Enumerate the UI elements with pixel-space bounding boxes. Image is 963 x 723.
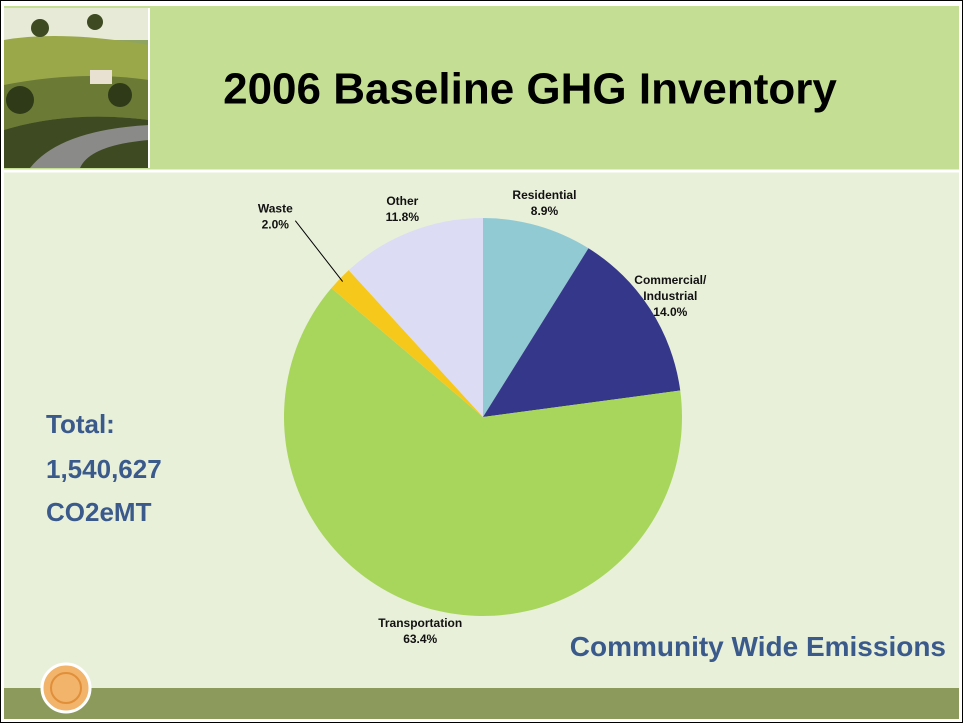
slice-label: Residential 8.9% <box>512 188 576 218</box>
footer-band <box>4 688 959 719</box>
slice-label: Transportation 63.4% <box>378 616 462 646</box>
slice-label: Commercial/Industrial 14.0% <box>634 273 707 319</box>
total-value: 1,540,627 <box>46 454 162 484</box>
pie-slice <box>283 288 682 616</box>
pie-slice <box>348 218 483 417</box>
category-label: Transportation <box>378 616 462 630</box>
pie-slice <box>331 270 483 417</box>
value-label: 11.8% <box>386 210 420 224</box>
pie-slice <box>483 248 681 417</box>
header-photo <box>4 8 149 168</box>
category-label: Other <box>386 194 418 208</box>
pie-slice <box>483 218 589 417</box>
category-label: Waste <box>258 202 293 216</box>
slice-label: Waste 2.0% <box>258 202 293 232</box>
chart-subtitle: Community Wide Emissions <box>570 631 946 662</box>
value-label: 14.0% <box>653 305 687 319</box>
slice-label: Other 11.8% <box>386 194 420 224</box>
leader-line <box>294 220 344 282</box>
header-band <box>4 6 959 171</box>
logo <box>40 662 92 714</box>
value-label: 8.9% <box>531 204 559 218</box>
category-label: Residential <box>512 188 576 202</box>
total-unit: CO2eMT <box>46 497 152 527</box>
category-label: Commercial/Industrial <box>634 273 707 303</box>
total-label: Total: <box>46 409 115 439</box>
value-label: 63.4% <box>403 632 437 646</box>
chart-title: 2006 Baseline GHG Inventory <box>223 65 837 114</box>
value-label: 2.0% <box>262 218 290 232</box>
